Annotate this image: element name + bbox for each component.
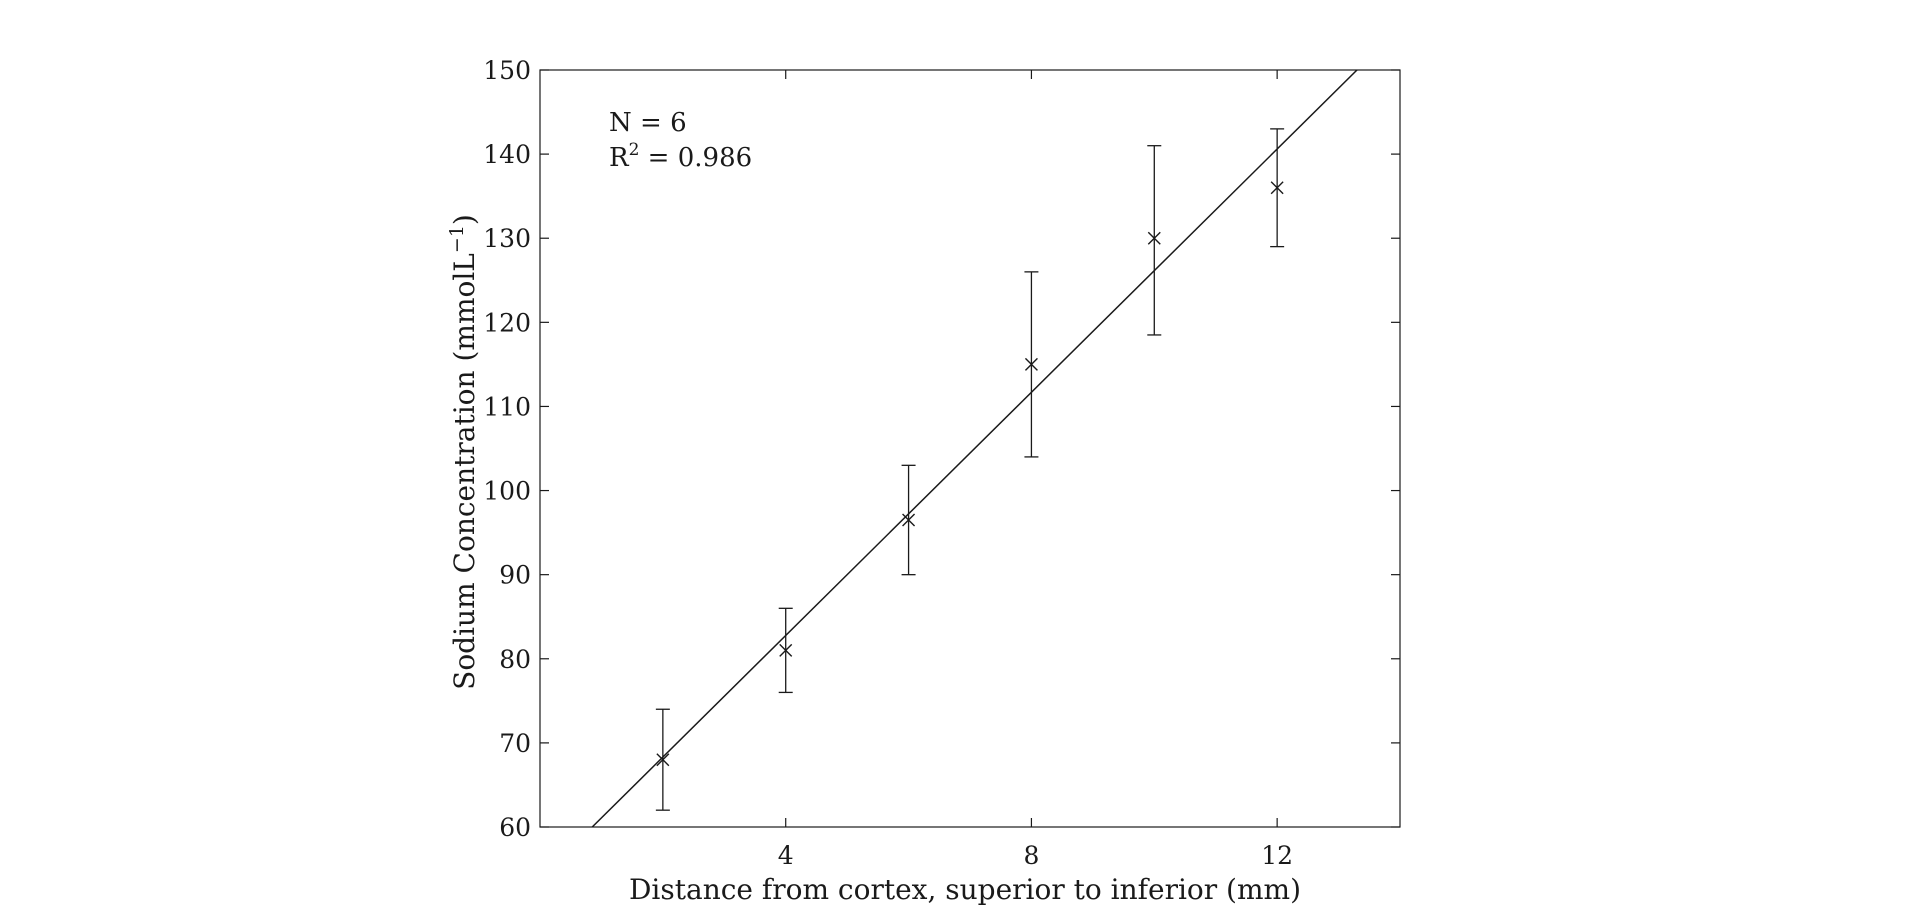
x-axis-label: Distance from cortex, superior to inferi… bbox=[629, 873, 1301, 906]
plot-frame bbox=[539, 69, 1401, 828]
fit-line bbox=[591, 70, 1358, 827]
annotation-r2-value: = 0.986 bbox=[639, 143, 752, 173]
y-tick-label: 60 bbox=[499, 813, 531, 842]
y-tick-label: 80 bbox=[499, 645, 531, 674]
y-tick-label: 70 bbox=[499, 729, 531, 758]
y-tick-label: 130 bbox=[483, 224, 531, 253]
data-point-stroke-b bbox=[902, 513, 916, 527]
x-tick-label: 8 bbox=[1023, 841, 1039, 870]
annotation-r2-prefix: R bbox=[609, 143, 630, 173]
y-tick-label: 140 bbox=[483, 140, 531, 169]
y-tick-label: 120 bbox=[483, 308, 531, 337]
x-axis: 4 8 12 bbox=[778, 70, 1293, 870]
data-point bbox=[656, 753, 670, 767]
data-point bbox=[902, 513, 916, 527]
x-tick-label: 12 bbox=[1261, 841, 1293, 870]
y-tick-label: 90 bbox=[499, 561, 531, 590]
data-point-stroke-b bbox=[656, 753, 670, 767]
annotation-n: N = 6 bbox=[609, 108, 687, 138]
data-point-stroke-b bbox=[1147, 231, 1161, 245]
y-axis-label-main: Sodium Concentration (mmolL bbox=[448, 253, 481, 690]
annotation-r2-superscript: 2 bbox=[629, 140, 640, 160]
data-point bbox=[779, 643, 793, 657]
plot-area bbox=[539, 69, 1401, 828]
y-tick-label: 110 bbox=[483, 392, 531, 421]
y-tick-label: 150 bbox=[483, 56, 531, 85]
data-point bbox=[1024, 357, 1038, 371]
x-tick-label: 4 bbox=[778, 841, 794, 870]
data-point bbox=[1147, 231, 1161, 245]
y-axis-label-close: ) bbox=[448, 214, 481, 225]
data-point-stroke-b bbox=[1024, 357, 1038, 371]
data-point-stroke-b bbox=[779, 643, 793, 657]
data-point bbox=[1270, 181, 1284, 195]
annotation-r2: R2 = 0.986 bbox=[609, 140, 752, 173]
data-point-stroke-b bbox=[1270, 181, 1284, 195]
y-axis-label-superscript: −1 bbox=[446, 225, 468, 253]
y-axis: 60 70 80 90 100 110 120 130 140 150 bbox=[483, 56, 1400, 842]
y-axis-label: Sodium Concentration (mmolL−1) bbox=[446, 214, 481, 690]
y-tick-label: 100 bbox=[483, 477, 531, 506]
